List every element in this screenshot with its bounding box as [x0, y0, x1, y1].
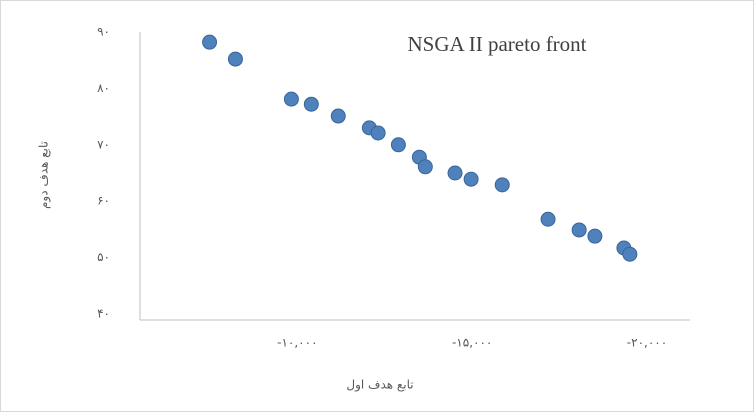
x-tick-label: -۲۰,۰۰۰	[627, 336, 667, 350]
point	[228, 52, 242, 66]
point	[304, 97, 318, 111]
point	[588, 229, 602, 243]
y-tick-label: ۶۰	[97, 194, 110, 208]
x-tick-label: -۱۵,۰۰۰	[452, 336, 492, 350]
point	[572, 223, 586, 237]
y-axis-label: تابع هدف دوم	[37, 141, 52, 209]
y-tick-label: ۹۰	[97, 25, 110, 39]
point	[623, 247, 637, 261]
chart-title: NSGA II pareto front	[407, 32, 586, 56]
y-tick-label: ۴۰	[97, 307, 110, 321]
point	[495, 178, 509, 192]
point	[448, 166, 462, 180]
x-tick-label: -۱۰,۰۰۰	[277, 336, 317, 350]
point	[418, 160, 432, 174]
point	[464, 172, 478, 186]
y-tick-label: ۷۰	[97, 137, 110, 151]
chart: NSGA II pareto front تابع هدف اول تابع ه…	[0, 0, 754, 412]
point	[331, 109, 345, 123]
y-tick-label: ۵۰	[97, 250, 110, 264]
point	[391, 138, 405, 152]
point	[203, 35, 217, 49]
y-tick-label: ۸۰	[97, 81, 110, 95]
page: NSGA II pareto front تابع هدف اول تابع ه…	[0, 0, 754, 412]
point	[284, 92, 298, 106]
point	[371, 126, 385, 140]
chart-border	[1, 1, 754, 412]
x-axis-label: تابع هدف اول	[346, 378, 413, 393]
point	[541, 212, 555, 226]
